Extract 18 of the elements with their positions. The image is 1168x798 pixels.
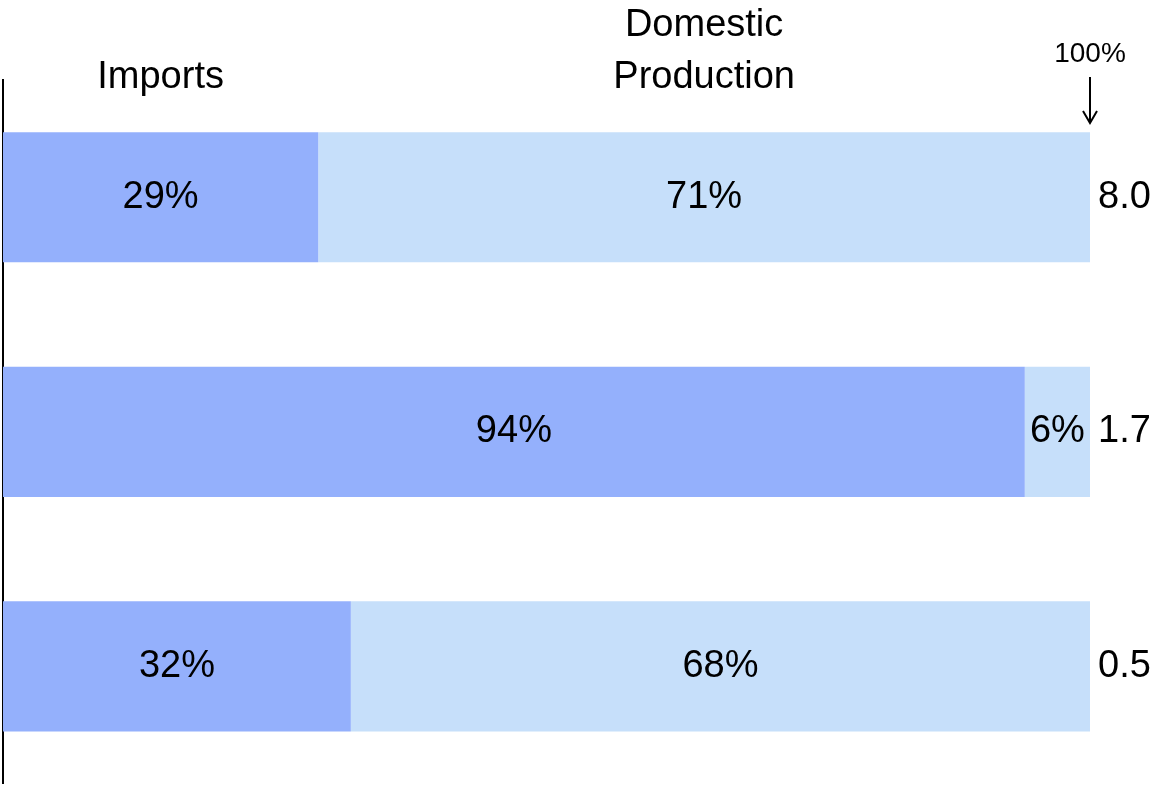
- bar: [3, 601, 351, 732]
- series-label: Imports: [97, 54, 224, 97]
- text: 0.5: [1098, 642, 1151, 685]
- text: 8.0: [1098, 173, 1151, 216]
- series-label: Domestic Production: [613, 2, 795, 97]
- bar: [1024, 366, 1090, 497]
- text: 1.7: [1098, 408, 1151, 451]
- bar: [318, 132, 1090, 263]
- bar: [350, 601, 1090, 732]
- annotation: 100%: [1054, 37, 1126, 69]
- bar: [3, 132, 319, 263]
- data-label: 71%: [666, 173, 743, 216]
- data-label: 29%: [122, 173, 199, 216]
- data-label: 32%: [138, 642, 215, 685]
- data-label: 94%: [475, 408, 552, 451]
- bar: [3, 366, 1025, 497]
- data-label: 68%: [682, 642, 759, 685]
- data-label: 6%: [1029, 408, 1085, 451]
